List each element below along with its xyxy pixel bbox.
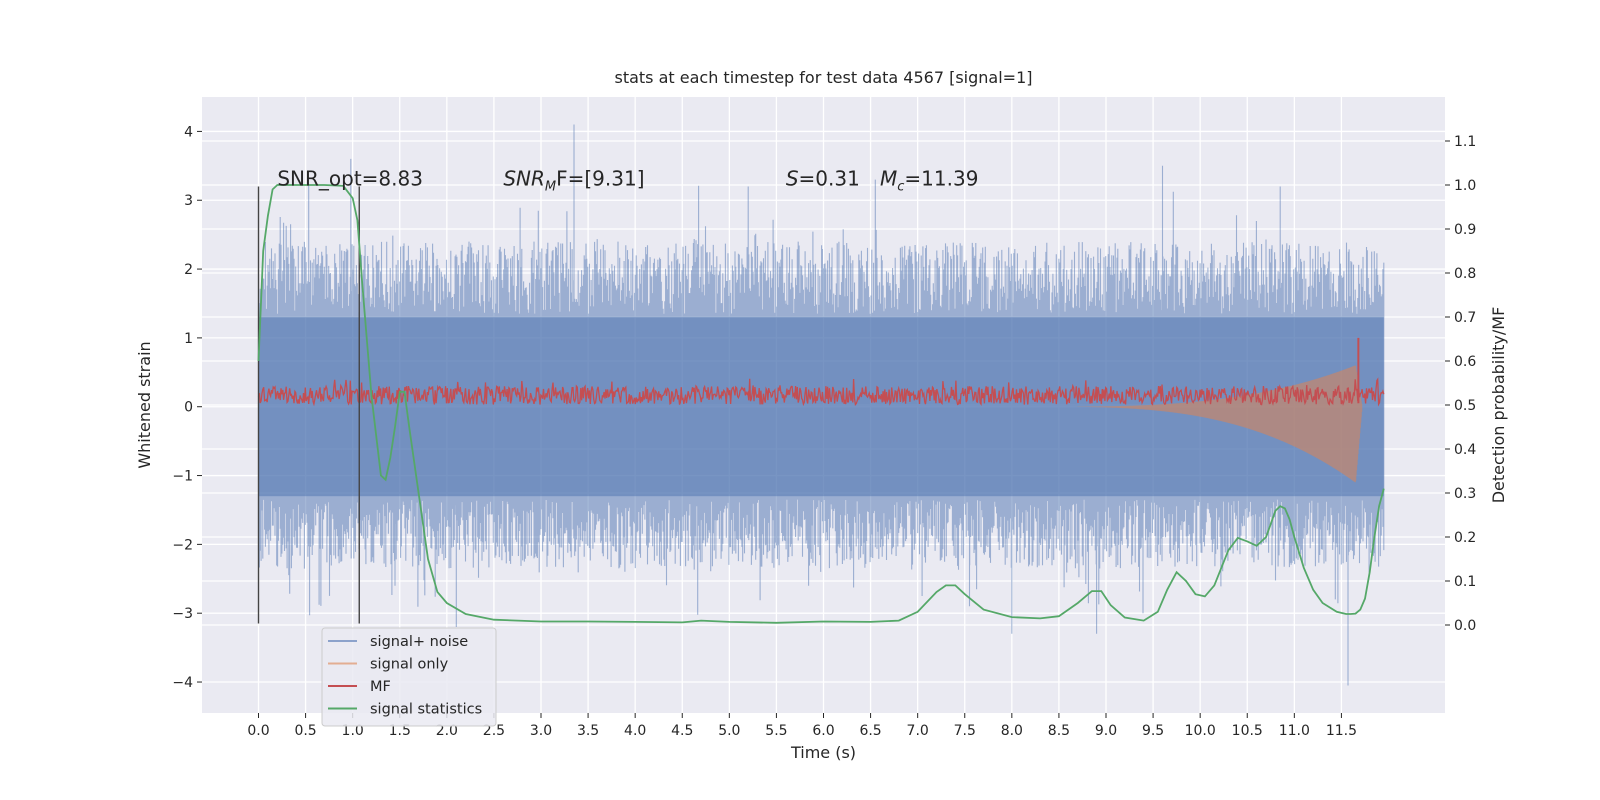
x-axis-label: Time (s) (790, 743, 856, 762)
annotation-snr-mf-tail: F=[9.31] (556, 166, 644, 190)
legend-label-signal: signal only (370, 657, 449, 673)
y-tick-label-right: 0.6 (1454, 354, 1476, 370)
y-tick-label-right: 0.1 (1454, 574, 1476, 590)
y-tick-label-right: 1.1 (1454, 134, 1476, 150)
x-tick-label: 7.0 (907, 723, 929, 739)
x-tick-label: 5.0 (718, 723, 740, 739)
x-tick-label: 6.0 (812, 723, 834, 739)
y-tick-label-left: 0 (184, 400, 193, 416)
annotation-mc: Mc=11.39 (880, 166, 978, 194)
x-tick-label: 2.0 (436, 723, 458, 739)
x-tick-label: 9.0 (1095, 723, 1117, 739)
annotation-snr-mf: SNRMF=[9.31] (503, 166, 644, 194)
y-tick-label-left: −3 (172, 606, 193, 622)
stats-series (257, 184, 1385, 624)
x-tick-label: 8.5 (1048, 723, 1070, 739)
annotation-snr-mf-sub: M (545, 179, 556, 194)
y-tick-label-left: 1 (184, 331, 193, 347)
mf-trace (257, 377, 1385, 407)
chart-title: stats at each timestep for test data 456… (614, 68, 1032, 87)
annotation-mc-sub: c (897, 179, 904, 194)
annotation-mc-base: M (880, 166, 897, 190)
y-tick-label-left: 4 (184, 124, 193, 140)
y-tick-label-right: 0.3 (1454, 486, 1476, 502)
x-tick-label: 3.0 (530, 723, 552, 739)
y-tick-label-right: 0.9 (1454, 222, 1476, 238)
stats-line (257, 184, 1385, 624)
y-tick-label-right: 0.2 (1454, 530, 1476, 546)
x-tick-label: 9.5 (1142, 723, 1164, 739)
x-tick-label: 11.5 (1326, 723, 1357, 739)
vertical-markers (257, 186, 360, 624)
y-tick-label-right: 0.4 (1454, 442, 1476, 458)
annotation-mc-tail: =11.39 (904, 166, 978, 190)
annotation-s-base: S (786, 166, 799, 190)
annotation-snr-opt: SNR_opt=8.83 (277, 166, 423, 190)
y-tick-label-left: 2 (184, 262, 193, 278)
y-tick-label-right: 0.5 (1454, 398, 1476, 414)
x-tick-label: 10.0 (1185, 723, 1216, 739)
x-tick-label: 4.0 (624, 723, 646, 739)
annotations: SNR_opt=8.83 SNRMF=[9.31] S=0.31 Mc=11.3… (277, 166, 978, 194)
x-tick-label: 10.5 (1232, 723, 1263, 739)
x-tick-label: 2.5 (483, 723, 505, 739)
y-axis-label-left: Whitened strain (135, 341, 154, 468)
y-tick-label-left: 3 (184, 193, 193, 209)
signal-trace (1062, 365, 1363, 483)
y-tick-label-right: 1.0 (1454, 178, 1476, 194)
x-tick-label: 6.5 (859, 723, 881, 739)
legend-label-noise: signal+ noise (370, 634, 468, 650)
x-tick-label: 5.5 (765, 723, 787, 739)
mf-series (257, 337, 1385, 407)
x-tick-label: 7.5 (954, 723, 976, 739)
annotation-s: S=0.31 (786, 166, 860, 190)
annotation-s-tail: =0.31 (799, 166, 860, 190)
x-tick-label: 3.5 (577, 723, 599, 739)
y-tick-label-left: −2 (172, 537, 193, 553)
x-tick-label: 11.0 (1279, 723, 1310, 739)
signal-series (1062, 365, 1363, 483)
legend-label-mf: MF (370, 679, 391, 695)
legend: signal+ noise signal only MF signal stat… (321, 627, 497, 727)
y-axis-label-right: Detection probability/MF (1489, 307, 1508, 504)
x-tick-label: 0.0 (247, 723, 269, 739)
y-tick-label-left: −4 (172, 675, 193, 691)
x-tick-label: 4.5 (671, 723, 693, 739)
axis-ticks: 0.0 0.5 1.0 1.5 2.0 2.5 3.0 3.5 4.0 4.5 5.0 5.5 6.0 6… (172, 124, 1476, 739)
y-tick-label-right: 0.0 (1454, 618, 1476, 634)
y-tick-label-right: 0.8 (1454, 266, 1476, 282)
y-tick-label-left: −1 (172, 469, 193, 485)
x-tick-label: 1.5 (389, 723, 411, 739)
legend-box (321, 627, 497, 727)
x-tick-label: 8.0 (1001, 723, 1023, 739)
x-tick-label: 0.5 (294, 723, 316, 739)
x-tick-label: 1.0 (342, 723, 364, 739)
legend-label-stats: signal statistics (370, 702, 482, 718)
y-tick-label-right: 0.7 (1454, 310, 1476, 326)
annotation-snr-mf-base: SNR (503, 166, 545, 190)
